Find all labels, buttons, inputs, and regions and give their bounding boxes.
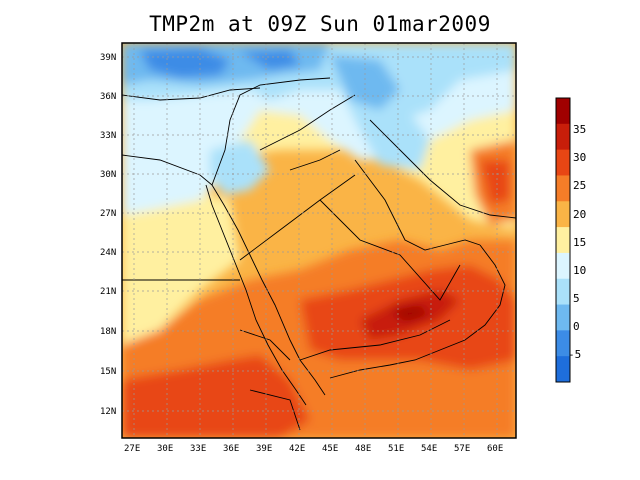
graticule <box>122 43 516 438</box>
colorbar-label: 20 <box>573 208 586 221</box>
longitude-axis: 27E 30E 33E 36E 39E 42E 45E 48E 51E 54E … <box>124 444 503 454</box>
contour-above-35-2 <box>390 305 430 322</box>
colorbar-label: 30 <box>573 151 586 164</box>
lon-label: 51E <box>388 444 404 454</box>
colorbar-swatch <box>556 356 570 383</box>
contour-below-0 <box>140 48 230 78</box>
colorbar-swatch <box>556 175 570 202</box>
lat-label: 33N <box>100 131 116 141</box>
lon-label: 54E <box>421 444 437 454</box>
lon-label: 33E <box>190 444 206 454</box>
saudi-border <box>239 174 461 301</box>
colorbar-swatch <box>556 98 570 125</box>
colorbar-label: 35 <box>573 123 586 136</box>
lat-label: 12N <box>100 407 116 417</box>
lat-label: 27N <box>100 209 116 219</box>
colorbar-frame <box>555 97 571 383</box>
lat-label: 39N <box>100 53 116 63</box>
colorbar-swatch <box>556 149 570 176</box>
color-bar-labels: 35 30 25 20 15 10 5 0 -5 <box>568 123 586 361</box>
colorbar-label: -5 <box>568 348 581 361</box>
ethiopia-border <box>239 329 301 431</box>
lat-label: 36N <box>100 92 116 102</box>
colorbar-label: 5 <box>573 292 580 305</box>
lat-label: 15N <box>100 367 116 377</box>
lon-label: 60E <box>487 444 503 454</box>
lon-label: 30E <box>157 444 173 454</box>
lon-label: 45E <box>322 444 338 454</box>
colorbar-swatch <box>556 123 570 151</box>
contour-15-20-west <box>122 170 240 345</box>
contour-5-10-iran <box>340 90 430 170</box>
contour-30-35-persia <box>480 160 510 205</box>
colorbar-swatch <box>556 304 570 331</box>
red-sea-west-coast <box>205 184 307 406</box>
lon-label: 57E <box>454 444 470 454</box>
lon-label: 36E <box>223 444 239 454</box>
lon-label: 27E <box>124 444 140 454</box>
contour-5-10-levant <box>210 140 270 195</box>
map-title: TMP2m at 09Z Sun 01mar2009 <box>149 12 491 36</box>
yemen-border <box>299 319 451 361</box>
lat-label: 30N <box>100 170 116 180</box>
colorbar-swatch <box>556 252 570 280</box>
lat-label: 18N <box>100 327 116 337</box>
lon-label: 39E <box>256 444 272 454</box>
colorbar-swatch <box>556 278 570 306</box>
colorbar-label: 0 <box>573 320 580 333</box>
map-frame <box>121 42 517 439</box>
colorbar-label: 15 <box>573 236 586 249</box>
lon-label: 42E <box>289 444 305 454</box>
coastlines <box>122 77 516 431</box>
contour-30-35-sudan <box>122 355 310 438</box>
red-sea-coast <box>211 184 326 396</box>
colorbar-swatch <box>556 201 570 228</box>
colorbar-label: 10 <box>573 264 586 277</box>
contour-below-0-2 <box>240 50 300 70</box>
gulf-coast <box>354 159 481 251</box>
temperature-field <box>122 43 516 438</box>
colorbar-swatch <box>556 330 570 357</box>
colorbar-label: 25 <box>573 179 586 192</box>
oman-coast <box>329 244 506 379</box>
color-bar <box>555 97 571 383</box>
latitude-axis: 39N 36N 33N 30N 27N 24N 21N 18N 15N 12N <box>100 53 116 417</box>
iran-coast <box>369 119 516 219</box>
colorbar-swatch <box>556 227 570 254</box>
lat-label: 21N <box>100 287 116 297</box>
lon-label: 48E <box>355 444 371 454</box>
lat-label: 24N <box>100 248 116 258</box>
iraq-border <box>259 94 356 171</box>
